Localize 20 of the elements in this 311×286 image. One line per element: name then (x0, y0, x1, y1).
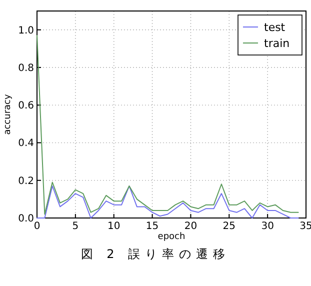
y-tick-label: 0.8 (18, 62, 34, 74)
x-tick-label: 15 (146, 221, 159, 232)
x-tick-label: 30 (261, 221, 274, 232)
caption: 図 2 誤り率の遷移 (80, 247, 230, 261)
y-tick-label: 1.0 (18, 25, 34, 36)
x-tick-label: 25 (222, 221, 236, 232)
legend-label: test (264, 21, 286, 34)
y-tick-label: 0.0 (18, 214, 34, 224)
x-axis-title: epoch (158, 232, 186, 242)
legend-label: train (264, 37, 290, 50)
y-tick-label: 0.4 (18, 138, 34, 150)
x-tick-label: 5 (72, 221, 79, 232)
x-tick-label: 10 (107, 221, 120, 232)
line-series (36, 34, 299, 215)
y-tick-label: 0.6 (18, 100, 34, 112)
y-axis-title: accuracy (3, 94, 13, 135)
x-tick-label: 20 (184, 221, 198, 232)
line-series (36, 186, 299, 218)
y-tick-label: 0.2 (18, 176, 34, 187)
x-tick-label: 0 (34, 221, 40, 232)
